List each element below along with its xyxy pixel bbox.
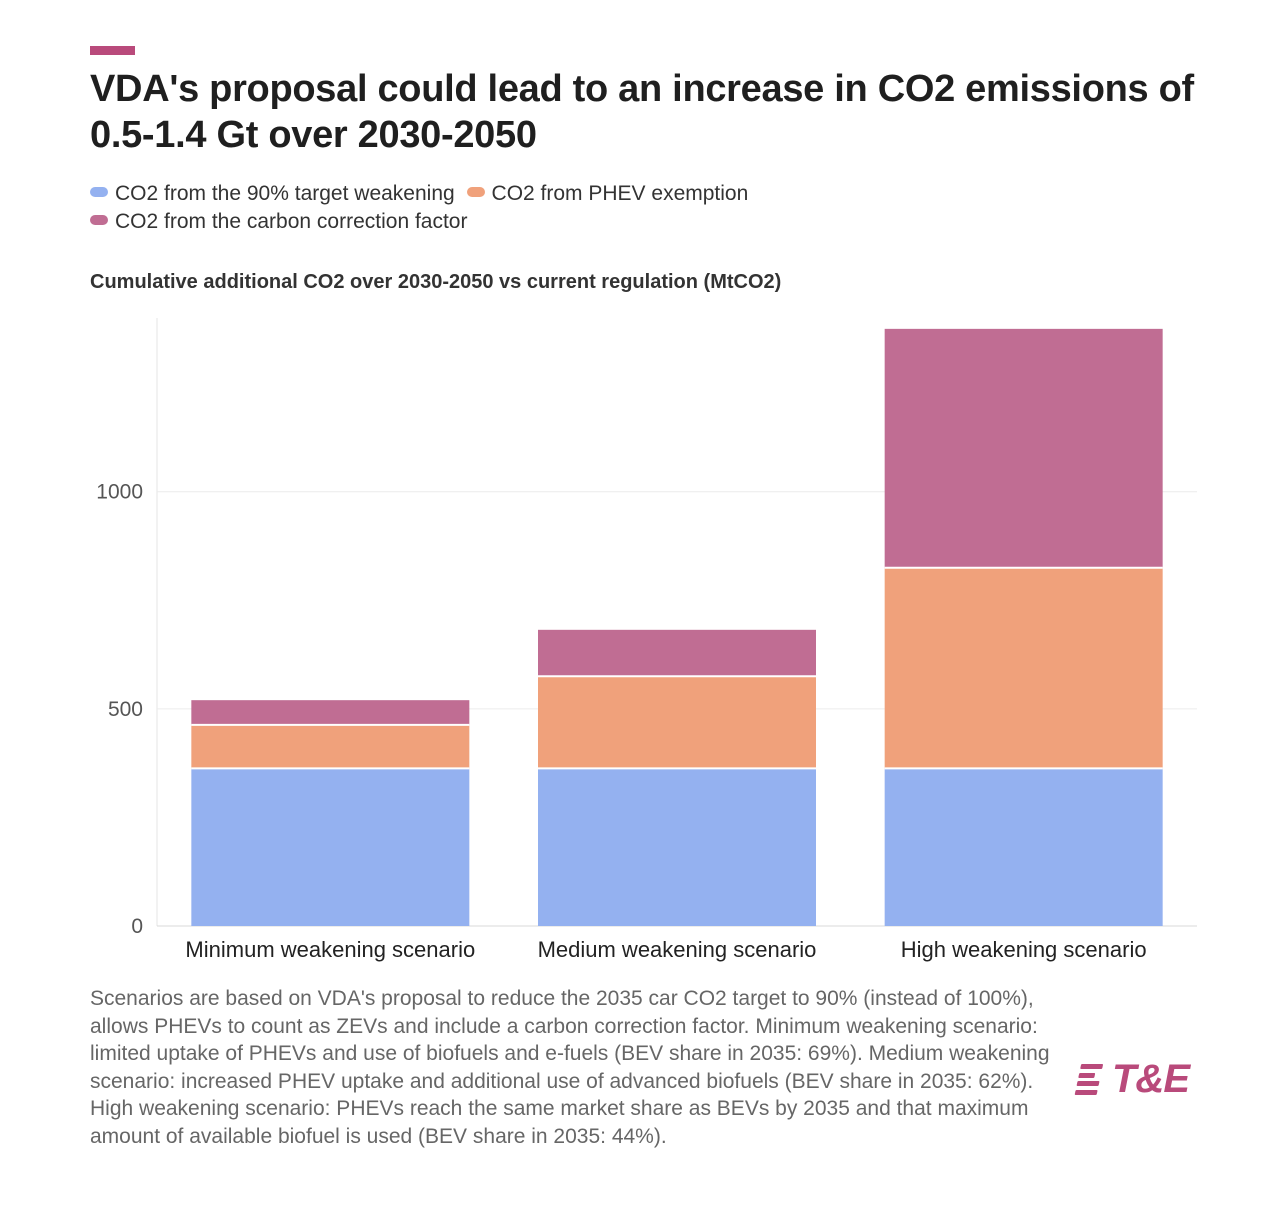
y-tick-label: 500 bbox=[108, 698, 143, 721]
legend-label: CO2 from PHEV exemption bbox=[491, 182, 749, 205]
bar-segment bbox=[884, 768, 1163, 926]
bar-segment bbox=[191, 768, 470, 926]
legend-label: CO2 from the carbon correction factor bbox=[115, 210, 468, 233]
legend-swatch-target-weakening bbox=[90, 187, 108, 198]
logo-stripes-icon bbox=[1074, 1064, 1104, 1095]
chart-subtitle: Cumulative additional CO2 over 2030-2050… bbox=[90, 271, 782, 293]
legend-item-phev-exemption: CO2 from PHEV exemption bbox=[466, 180, 749, 208]
footnote: Scenarios are based on VDA's proposal to… bbox=[90, 987, 1050, 1148]
bar-layer bbox=[191, 328, 1163, 926]
bar-segment bbox=[538, 768, 816, 926]
legend-swatch-carbon-correction bbox=[90, 215, 108, 226]
x-category-label: Minimum weakening scenario bbox=[185, 937, 475, 962]
legend: CO2 from the 90% target weakening CO2 fr… bbox=[90, 180, 990, 236]
stacked-bar-chart: 0 500 1000 Minimum weakening scenario Medium… bbox=[96, 318, 1197, 962]
chart-title: VDA's proposal could lead to an increase… bbox=[90, 68, 1194, 156]
legend-item-carbon-correction: CO2 from the carbon correction factor bbox=[90, 208, 467, 236]
title-accent-bar bbox=[90, 46, 135, 55]
legend-label: CO2 from the 90% target weakening bbox=[115, 182, 455, 205]
te-logo: T&E bbox=[1074, 1056, 1190, 1102]
logo-text: T&E bbox=[1112, 1056, 1190, 1101]
bar-segment bbox=[884, 567, 1163, 769]
x-category-label: High weakening scenario bbox=[901, 937, 1147, 962]
x-category-label: Medium weakening scenario bbox=[538, 937, 817, 962]
legend-item-target-weakening: CO2 from the 90% target weakening bbox=[90, 180, 455, 208]
legend-swatch-phev-exemption bbox=[466, 187, 485, 198]
bar-segment bbox=[191, 724, 470, 769]
label-layer: 0 500 1000 Minimum weakening scenario Medium… bbox=[96, 481, 1146, 962]
bar-segment bbox=[538, 629, 816, 677]
bar-segment bbox=[884, 328, 1163, 568]
y-tick-label: 0 bbox=[131, 915, 143, 938]
bar-segment bbox=[538, 676, 816, 769]
bar-segment bbox=[191, 700, 470, 725]
y-tick-label: 1000 bbox=[96, 481, 143, 504]
